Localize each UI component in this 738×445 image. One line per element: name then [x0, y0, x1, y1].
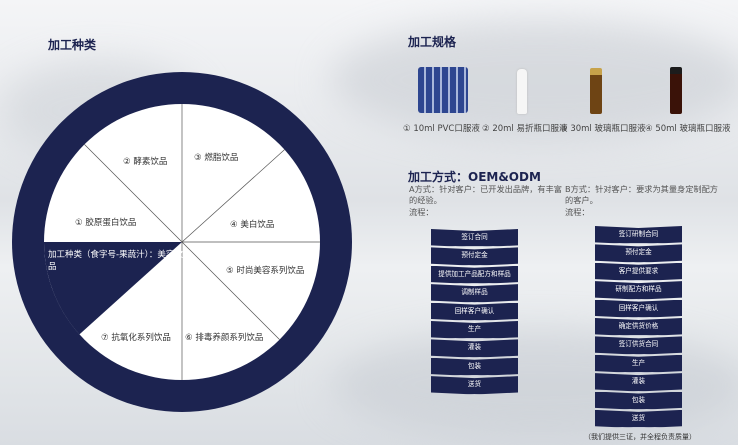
flow-step: 生产 [595, 355, 682, 373]
flow-step: 确定供货价格 [595, 318, 682, 336]
flow-step: 预付定金 [595, 244, 682, 262]
highlight-wedge-shape [44, 242, 182, 335]
flow-step: 客户提供要求 [595, 263, 682, 281]
flow-step: 预付定金 [431, 247, 518, 265]
method-b-flow-label: 流程： [565, 207, 590, 217]
wheel-divider [84, 144, 183, 243]
flow-step: 签订合同 [431, 229, 518, 247]
glass-bottle-30ml-image [590, 68, 602, 114]
segment-label-4: ④ 美白饮品 [230, 220, 275, 230]
flow-step: 灌装 [595, 373, 682, 391]
pvc-vial-image [418, 67, 468, 113]
wheel-divider [181, 149, 285, 243]
method-a-flow: 签订合同 预付定金 提供加工产品配方和样品 调制样品 回样客户确认 生产 灌装 包装 送货 [431, 229, 518, 395]
segment-label-6: ⑥ 排毒养颜系列饮品 [185, 333, 264, 343]
spec-item-3: ③ 30ml 玻璃瓶口服液 [560, 124, 646, 134]
segment-label-5: ⑤ 时尚美容系列饮品 [226, 266, 305, 276]
flow-step: 灌装 [431, 339, 518, 357]
flow-step: 签订供货合同 [595, 336, 682, 354]
wheel-divider [181, 241, 280, 340]
segment-label-2: ② 酵素饮品 [123, 157, 168, 167]
flow-step: 研制配方和样品 [595, 281, 682, 299]
wheel-dividers [84, 104, 320, 380]
flow-step: 回样客户确认 [431, 303, 518, 321]
spec-item-1: ① 10ml PVC口服液 [403, 124, 480, 134]
flow-step: 生产 [431, 321, 518, 339]
flow-step: 签订研制合同 [595, 226, 682, 244]
flow-step: 送货 [595, 410, 682, 428]
flow-step: 包装 [595, 392, 682, 410]
snap-bottle-image [517, 69, 527, 114]
method-b-desc: B方式：针对客户：要求为其量身定制配方的客户。 [565, 184, 718, 205]
quality-note: （我们提供三证，并全程负责质量） [584, 433, 696, 441]
center-category-label: 加工种类（食字号-果蔬汁）：美容饮品 [48, 250, 183, 272]
processing-types-title: 加工种类 [48, 38, 97, 52]
method-title: 加工方式：OEM&ODM [408, 170, 541, 184]
method-a-desc: A方式：针对客户：已开发出品牌，有丰富的经验。 [409, 184, 562, 205]
flow-step: 调制样品 [431, 284, 518, 302]
flow-step: 提供加工产品配方和样品 [431, 266, 518, 284]
segment-label-3: ③ 燃脂饮品 [194, 153, 239, 163]
flow-step: 回样客户确认 [595, 300, 682, 318]
spec-item-2: ② 20ml 易折瓶口服液 [482, 124, 568, 134]
segment-label-1: ① 胶原蛋白饮品 [75, 218, 137, 228]
flow-step: 包装 [431, 358, 518, 376]
highlight-wedge [44, 242, 182, 335]
method-a-flow-label: 流程： [409, 207, 434, 217]
spec-item-4: ④ 50ml 玻璃瓶口服液 [645, 124, 731, 134]
method-b-flow: 签订研制合同 预付定金 客户提供要求 研制配方和样品 回样客户确认 确定供货价格 签订供货合… [595, 226, 682, 428]
segment-label-7: ⑦ 抗氧化系列饮品 [101, 333, 171, 343]
glass-bottle-50ml-image [670, 67, 682, 114]
specs-title: 加工规格 [408, 35, 457, 49]
flow-step: 送货 [431, 376, 518, 394]
